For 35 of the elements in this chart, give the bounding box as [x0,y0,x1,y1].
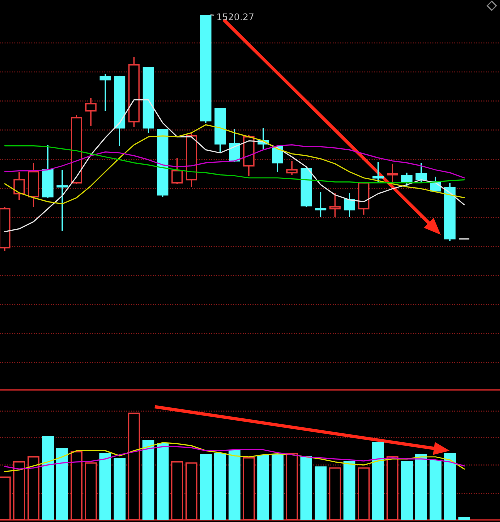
bar [401,462,414,520]
annotation: 1520.27 [218,14,254,21]
bar [200,454,212,520]
bar [458,517,470,520]
bar [344,462,356,520]
candlestick [372,161,384,183]
bar [228,450,241,520]
candlestick [56,169,68,232]
candlestick [172,157,183,185]
bar [100,453,112,520]
bar [142,440,155,520]
candlestick [344,192,356,218]
candlestick [315,191,327,218]
candlestick [229,128,240,163]
bar [214,453,226,520]
candlestick [401,172,413,188]
candlestick [86,98,97,127]
bar [258,455,270,520]
candlestick [416,162,428,184]
bar [300,456,312,520]
candlestick [100,73,112,112]
bar [114,458,126,520]
bar [42,436,54,520]
bar [416,454,428,520]
bar [372,442,384,520]
candlestick [286,160,298,176]
bar [430,460,442,520]
bar [56,448,68,520]
bar [272,454,284,520]
bar [157,443,169,520]
candlestick [330,192,341,218]
candlestick [14,171,26,201]
bar [444,453,456,520]
bar [314,466,327,520]
candlestick [387,163,398,184]
